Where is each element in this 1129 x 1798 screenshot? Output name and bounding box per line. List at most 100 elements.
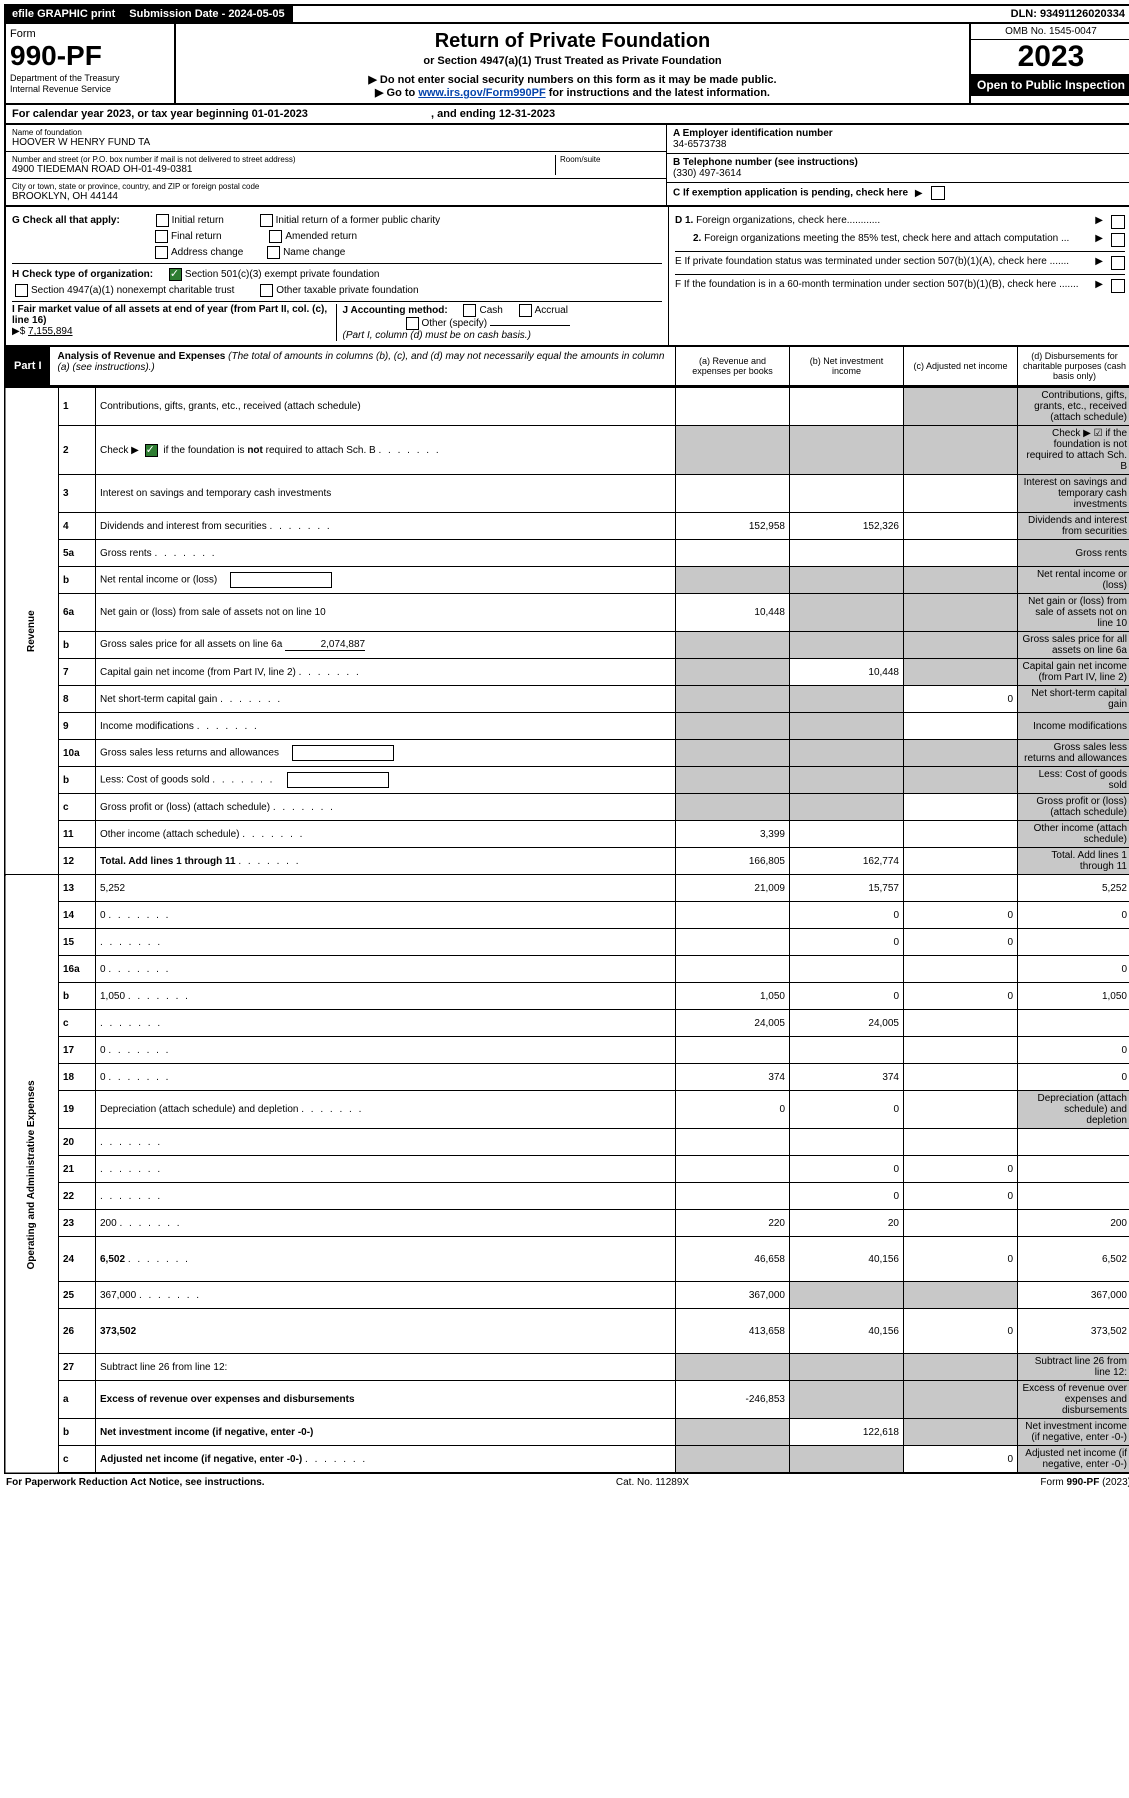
row-desc: Check ▶ if the foundation is not require… [96,426,676,475]
lower-grid: G Check all that apply: Initial return I… [4,207,1129,347]
table-cell: Total. Add lines 1 through 11 [1018,848,1129,875]
g-opt-5: Name change [283,247,345,258]
table-cell: 1,050 [676,983,790,1010]
row-desc: 1,050 . . . . . . . [96,983,676,1010]
table-cell [676,740,790,767]
501c3-check[interactable] [169,268,182,281]
table-cell: 21,009 [676,875,790,902]
e-check[interactable] [1111,256,1125,270]
note2: ▶ Go to www.irs.gov/Form990PF for instru… [184,86,961,99]
table-cell: 5,252 [1018,875,1129,902]
table-cell [904,1210,1018,1237]
table-cell [904,956,1018,983]
amended-check[interactable] [269,230,282,243]
table-cell: 166,805 [676,848,790,875]
table-cell: 40,156 [790,1237,904,1282]
table-row: 2Check ▶ if the foundation is not requir… [5,426,1129,475]
open-public: Open to Public Inspection [971,74,1129,96]
table-cell: Excess of revenue over expenses and disb… [1018,1381,1129,1419]
side-label: Revenue [5,388,59,875]
table-row: cGross profit or (loss) (attach schedule… [5,794,1129,821]
cal-pre: For calendar year 2023, or tax year begi… [12,108,252,120]
row-number: 26 [59,1309,96,1354]
table-cell: 10,448 [790,659,904,686]
table-cell [904,632,1018,659]
table-cell: 0 [904,1446,1018,1474]
final-return-check[interactable] [155,230,168,243]
row-number: 8 [59,686,96,713]
table-row: 22 . . . . . . .00 [5,1183,1129,1210]
name-change-check[interactable] [267,246,280,259]
row-number: 19 [59,1091,96,1129]
row-desc: 6,502 . . . . . . . [96,1237,676,1282]
table-cell: Other income (attach schedule) [1018,821,1129,848]
g-opt-1: Final return [171,231,222,242]
cash-check[interactable] [463,304,476,317]
cal-begin: 01-01-2023 [252,108,308,120]
table-cell: 152,326 [790,513,904,540]
row-desc: Total. Add lines 1 through 11 . . . . . … [96,848,676,875]
table-cell: Gross sales less returns and allowances [1018,740,1129,767]
table-row: c . . . . . . .24,00524,005 [5,1010,1129,1037]
row-number: 5a [59,540,96,567]
table-cell: Income modifications [1018,713,1129,740]
other-taxable-check[interactable] [260,284,273,297]
table-row: 10aGross sales less returns and allowanc… [5,740,1129,767]
initial-public-check[interactable] [260,214,273,227]
table-cell: Net short-term capital gain [1018,686,1129,713]
table-cell [904,475,1018,513]
table-cell [676,388,790,426]
d1-text: Foreign organizations, check here.......… [696,215,880,226]
accrual-check[interactable] [519,304,532,317]
table-row: 21 . . . . . . .00 [5,1156,1129,1183]
table-cell [676,426,790,475]
table-row: Operating and Administrative Expenses135… [5,875,1129,902]
4947-check[interactable] [15,284,28,297]
table-cell [676,1129,790,1156]
table-cell: 162,774 [790,848,904,875]
table-cell: 15,757 [790,875,904,902]
row-desc: 0 . . . . . . . [96,902,676,929]
f-check[interactable] [1111,279,1125,293]
table-cell: 0 [904,983,1018,1010]
table-cell: Adjusted net income (if negative, enter … [1018,1446,1129,1474]
row-number: 20 [59,1129,96,1156]
table-cell [790,426,904,475]
row-desc: 373,502 [96,1309,676,1354]
phone-label: B Telephone number (see instructions) [673,157,1125,168]
table-cell [904,1381,1018,1419]
row-desc: 0 . . . . . . . [96,1037,676,1064]
table-cell [676,659,790,686]
row-number: b [59,1419,96,1446]
table-cell: 0 [904,1309,1018,1354]
table-cell [790,1129,904,1156]
row-number: 27 [59,1354,96,1381]
table-cell [676,902,790,929]
g-opt-0: Initial return [172,215,224,226]
row-desc: Dividends and interest from securities .… [96,513,676,540]
table-row: aExcess of revenue over expenses and dis… [5,1381,1129,1419]
f-text: F If the foundation is in a 60-month ter… [675,279,1091,290]
d2-check[interactable] [1111,233,1125,247]
info-grid: Name of foundation HOOVER W HENRY FUND T… [4,125,1129,207]
form-link[interactable]: www.irs.gov/Form990PF [418,87,545,99]
address-change-check[interactable] [155,246,168,259]
fmv-value: 7,155,894 [28,326,73,337]
table-cell: 0 [1018,1064,1129,1091]
c-checkbox[interactable] [931,186,945,200]
initial-return-check[interactable] [156,214,169,227]
d1-check[interactable] [1111,215,1125,229]
arrow-icon: ▶ [1095,279,1103,290]
table-cell: 0 [790,983,904,1010]
addr-label: Number and street (or P.O. box number if… [12,155,555,164]
table-cell [676,1354,790,1381]
other-method-check[interactable] [406,317,419,330]
table-row: 26373,502413,65840,1560373,502 [5,1309,1129,1354]
table-cell: Gross profit or (loss) (attach schedule) [1018,794,1129,821]
g-opt-4: Amended return [285,231,357,242]
table-cell: Gross rents [1018,540,1129,567]
row-desc: Less: Cost of goods sold . . . . . . . [96,767,676,794]
table-cell [790,1282,904,1309]
row-number: b [59,767,96,794]
table-cell [790,956,904,983]
